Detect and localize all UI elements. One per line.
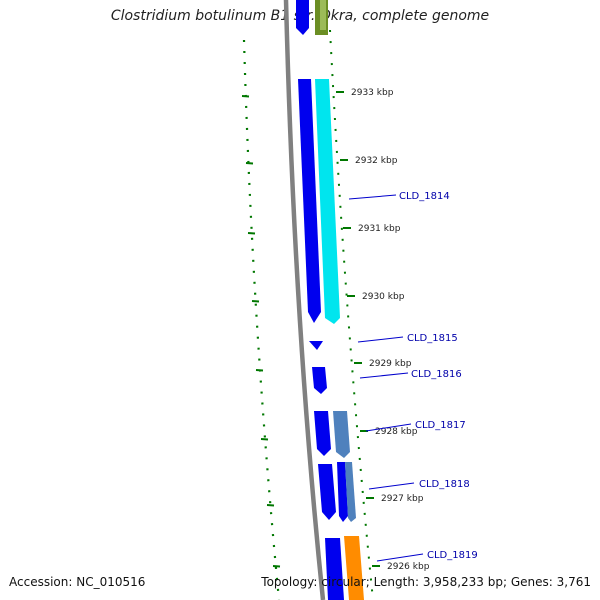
cds-CLD_1819-forward[interactable] xyxy=(325,538,344,600)
kbp-label: 2929 kbp xyxy=(369,359,412,369)
cds-CLD_1817-steelblue[interactable] xyxy=(333,411,350,458)
cds-top-olive-light[interactable] xyxy=(320,0,326,30)
gene-label-line xyxy=(365,423,412,432)
kbp-label: 2930 kbp xyxy=(362,292,405,302)
gene-label-CLD_1815[interactable]: CLD_1815 xyxy=(407,333,458,344)
genes-label: Genes: xyxy=(510,575,553,589)
gene-label-line xyxy=(348,194,397,200)
gene-label-CLD_1819[interactable]: CLD_1819 xyxy=(427,550,478,561)
gene-label-CLD_1814[interactable]: CLD_1814 xyxy=(399,191,450,202)
accession-label: Accession: xyxy=(9,575,73,589)
gene-label-line xyxy=(376,553,424,562)
kbp-label: 2926 kbp xyxy=(387,562,430,572)
genome-stats-footer: Topology: circular; Length: 3,958,233 bp… xyxy=(261,575,591,589)
cds-CLD_1818-steelblue[interactable] xyxy=(345,462,356,522)
kbp-label: 2931 kbp xyxy=(358,224,401,234)
kbp-label: 2928 kbp xyxy=(375,427,418,437)
cds-CLD_1814-reverse[interactable] xyxy=(315,79,340,324)
cds-CLD_1818-forward-2[interactable] xyxy=(337,462,348,522)
gc-skew-marker xyxy=(260,438,269,441)
gene-label-CLD_1817[interactable]: CLD_1817 xyxy=(415,420,466,431)
gene-label-CLD_1816[interactable]: CLD_1816 xyxy=(411,369,462,380)
topology-value: circular; xyxy=(321,575,370,589)
cds-CLD_1819-orange[interactable] xyxy=(344,536,364,600)
cds-CLD_1815-forward[interactable] xyxy=(309,341,323,350)
gene-label-line xyxy=(357,336,404,343)
accession-footer: Accession: NC_010516 xyxy=(9,575,145,589)
cds-CLD_1814-forward[interactable] xyxy=(298,79,321,323)
gene-label-line xyxy=(359,372,409,379)
gene-label-CLD_1818[interactable]: CLD_1818 xyxy=(419,479,470,490)
gc-skew-track xyxy=(241,39,281,600)
kbp-label: 2932 kbp xyxy=(355,156,398,166)
backbone xyxy=(283,0,326,600)
gc-skew-marker xyxy=(251,300,260,303)
accession-value: NC_010516 xyxy=(76,575,146,589)
gc-skew-marker xyxy=(247,232,256,235)
gc-skew-marker xyxy=(272,565,281,568)
cds-CLD_1817-forward[interactable] xyxy=(314,411,331,456)
gc-skew-marker xyxy=(245,162,254,165)
cds-CLD_1818-forward[interactable] xyxy=(318,464,336,520)
cds-CLD_1816-forward[interactable] xyxy=(312,367,327,394)
kbp-label: 2933 kbp xyxy=(351,88,394,98)
cds-top-forward[interactable] xyxy=(296,0,309,35)
topology-label: Topology: xyxy=(261,575,318,589)
gene-label-line xyxy=(368,482,415,490)
length-value: 3,958,233 bp; xyxy=(422,575,508,589)
length-label: Length: xyxy=(373,575,420,589)
kbp-label: 2927 kbp xyxy=(381,494,424,504)
genes-value: 3,761 xyxy=(556,575,591,589)
gc-skew-marker xyxy=(241,95,250,98)
gc-skew-line xyxy=(242,39,281,600)
gc-skew-marker xyxy=(266,504,275,507)
gc-skew-marker xyxy=(255,369,264,372)
